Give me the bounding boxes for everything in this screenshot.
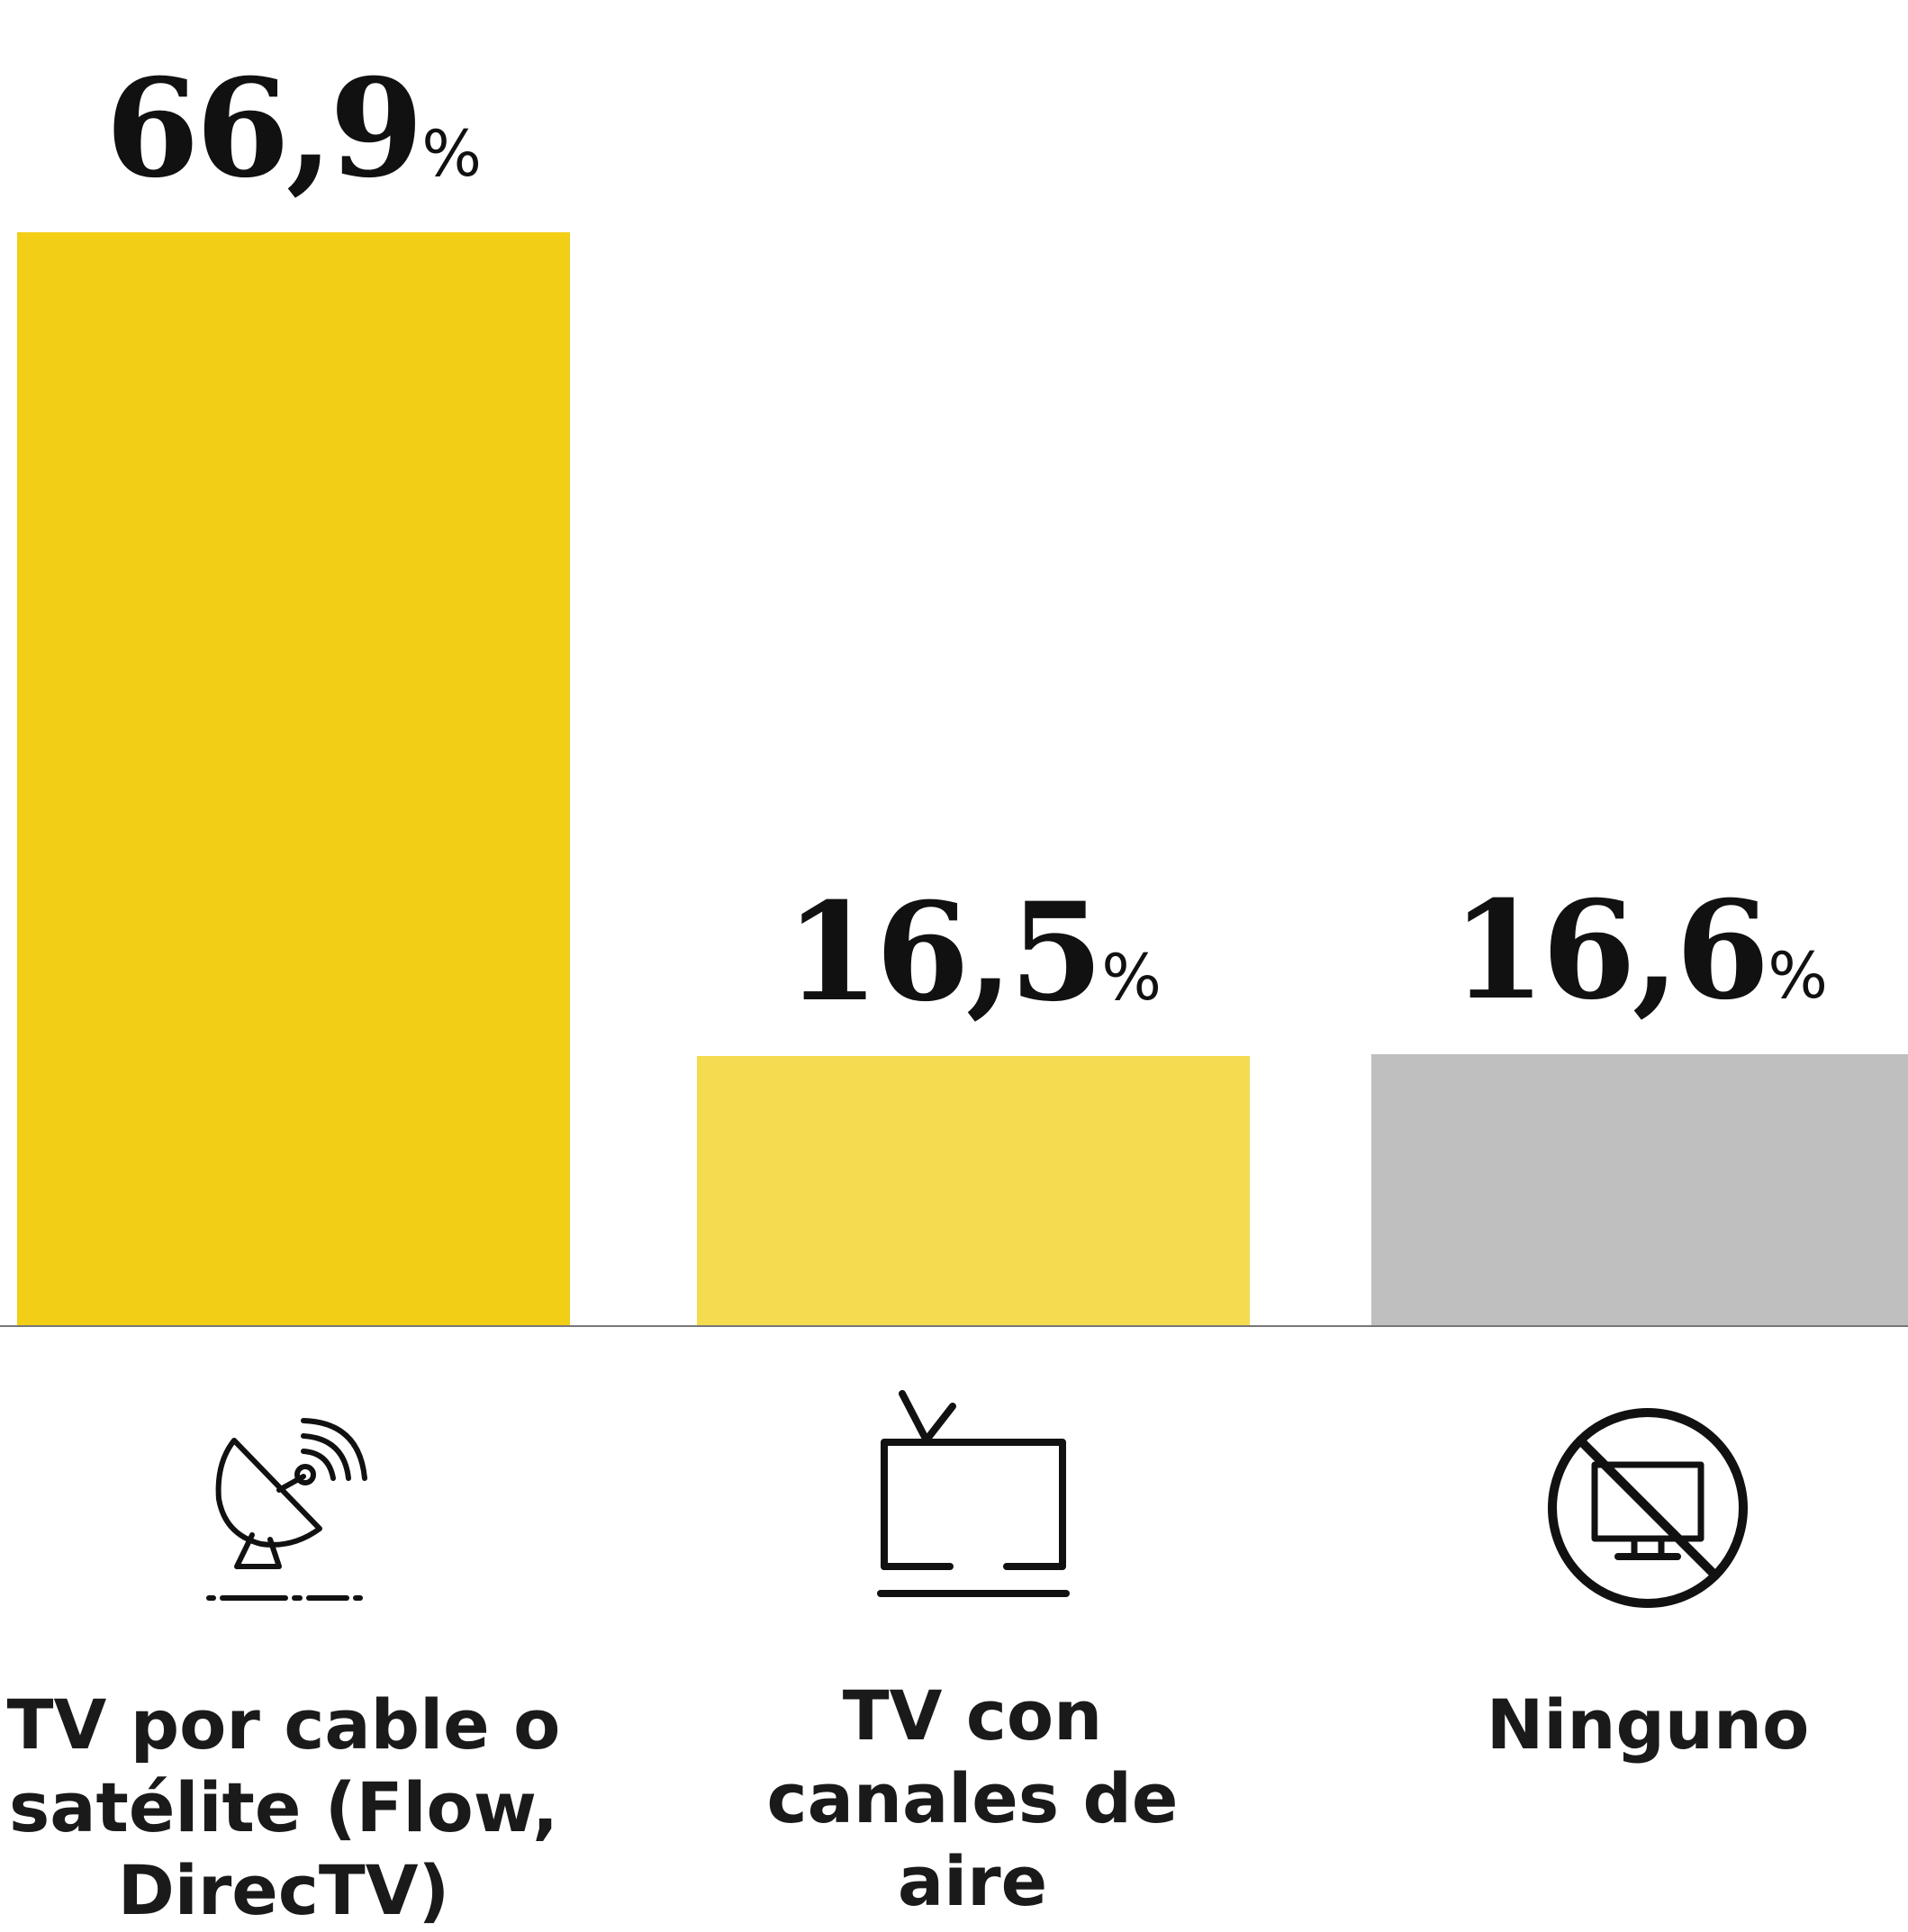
- value-number: 16,6: [1451, 871, 1769, 1030]
- value-number: 66,9: [105, 50, 423, 208]
- value-unit: %: [421, 117, 482, 191]
- category-label: TV por cable o satélite (Flow, DirecTV): [6, 1684, 561, 1930]
- baseline: [0, 1325, 1908, 1327]
- satellite-dish-icon: [206, 1418, 367, 1601]
- category-label: TV con canales de aire: [766, 1675, 1179, 1921]
- bar-2: [697, 1056, 1250, 1325]
- value-unit: %: [1768, 939, 1828, 1013]
- bar-1: [17, 232, 570, 1325]
- no-tv-icon: [1548, 1408, 1748, 1608]
- bar-3: [1371, 1054, 1908, 1325]
- tv-antenna-icon: [877, 1390, 1070, 1597]
- value-number: 16,5: [785, 873, 1103, 1032]
- value-label-1: 66,9%: [0, 61, 606, 196]
- bar-chart: 66,9% 16,5% 16,6%: [0, 61, 1908, 1327]
- value-label-3: 16,6%: [1335, 883, 1908, 1018]
- value-unit: %: [1101, 941, 1162, 1015]
- value-label-2: 16,5%: [661, 885, 1286, 1020]
- category-label: Ninguno: [1486, 1684, 1810, 1765]
